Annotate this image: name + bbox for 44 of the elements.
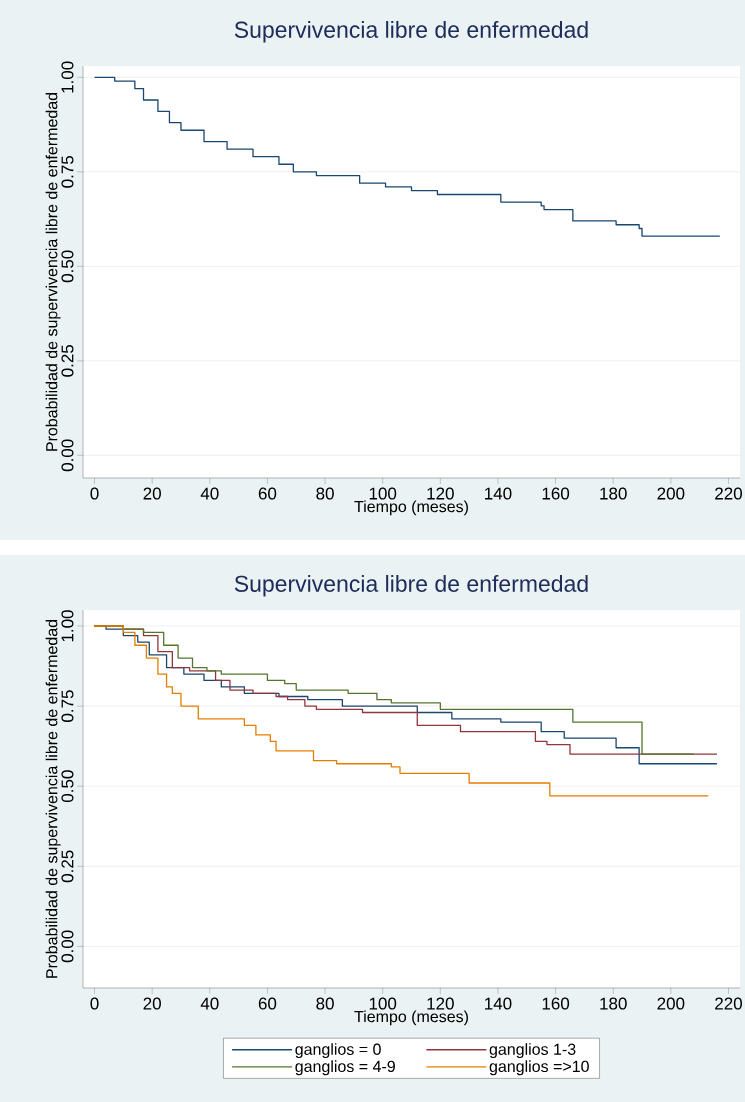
y-tick-label: 0.00 xyxy=(61,439,74,472)
y-axis-title: Probabilidad de supervivencia libre de enfermedad xyxy=(45,92,61,451)
x-tick-label: 20 xyxy=(143,487,161,500)
x-tick-label: 60 xyxy=(258,487,277,500)
x-tick-label: 120 xyxy=(427,997,454,1010)
x-tick-label: 120 xyxy=(427,487,454,500)
x-tick-label: 220 xyxy=(715,487,742,500)
x-tick-label: 200 xyxy=(657,997,685,1010)
x-tick-label: 140 xyxy=(485,487,512,500)
x-tick-label: 180 xyxy=(600,487,627,500)
x-tick-label: 0 xyxy=(90,997,99,1010)
y-tick-label: 0.25 xyxy=(61,850,74,883)
x-tick-label: 40 xyxy=(200,997,219,1010)
x-tick-label: 160 xyxy=(542,487,570,500)
chart-title: Supervivencia libre de enfermedad xyxy=(234,21,588,43)
legend-label: ganglios = 4-9 xyxy=(295,1060,395,1076)
y-tick-label: 0.75 xyxy=(61,690,74,722)
x-tick-label: 220 xyxy=(715,997,742,1010)
x-tick-label: 60 xyxy=(258,997,277,1010)
legend-label: ganglios 1-3 xyxy=(489,1043,576,1059)
chart-title: Supervivencia libre de enfermedad xyxy=(234,575,588,597)
y-tick-label: 1.00 xyxy=(61,61,74,93)
x-tick-label: 40 xyxy=(200,487,219,500)
y-axis-title: Probabilidad de supervivencia libre de enfermedad xyxy=(45,619,61,978)
y-tick-label: 1.00 xyxy=(61,610,74,642)
x-tick-label: 0 xyxy=(90,487,99,500)
x-tick-label: 20 xyxy=(143,997,161,1010)
x-tick-label: 100 xyxy=(369,487,397,500)
x-tick-label: 80 xyxy=(316,997,334,1010)
x-tick-label: 180 xyxy=(600,997,627,1010)
x-axis-title: Tiempo (meses) xyxy=(354,1010,468,1026)
y-tick-label: 0.00 xyxy=(61,930,74,963)
x-tick-label: 160 xyxy=(542,997,570,1010)
y-tick-label: 0.25 xyxy=(61,344,74,377)
x-tick-label: 200 xyxy=(657,487,685,500)
y-tick-label: 0.50 xyxy=(61,770,74,803)
x-tick-label: 140 xyxy=(485,997,512,1010)
x-tick-label: 80 xyxy=(316,487,334,500)
y-tick-label: 0.50 xyxy=(61,250,74,283)
y-tick-label: 0.75 xyxy=(61,156,74,188)
legend-label: ganglios = 0 xyxy=(295,1043,381,1059)
x-tick-label: 100 xyxy=(369,997,397,1010)
x-axis-title: Tiempo (meses) xyxy=(354,500,468,516)
legend-label: ganglios =>10 xyxy=(489,1060,589,1076)
